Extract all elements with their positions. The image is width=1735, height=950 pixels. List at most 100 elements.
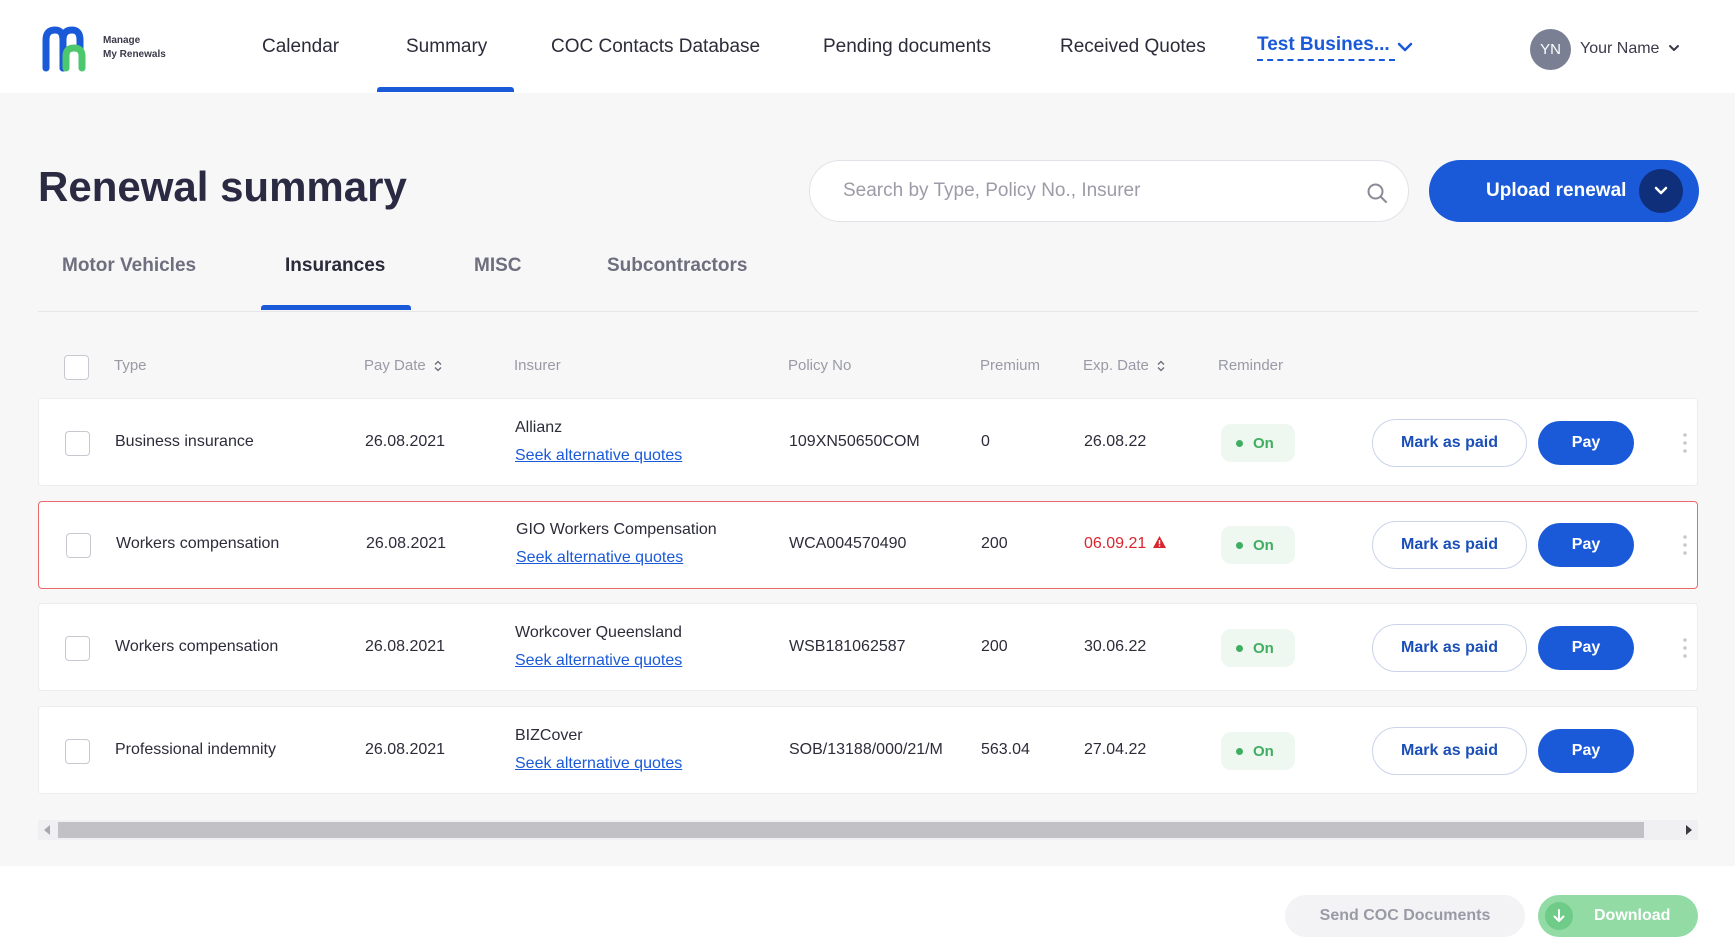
horizontal-scrollbar[interactable] xyxy=(38,820,1698,840)
row-checkbox[interactable] xyxy=(65,636,90,661)
reminder-status-label: On xyxy=(1253,536,1274,554)
seek-alternative-quotes-link[interactable]: Seek alternative quotes xyxy=(516,549,684,566)
search-icon[interactable] xyxy=(1366,182,1388,204)
row-pay-date: 26.08.2021 xyxy=(365,741,446,758)
table-header: Type Pay Date Insurer Policy No Premium … xyxy=(38,352,1698,382)
warning-icon xyxy=(1153,536,1167,548)
status-dot xyxy=(1236,439,1243,447)
row-pay-date: 26.08.2021 xyxy=(365,433,446,450)
user-avatar[interactable]: YN xyxy=(1530,29,1571,70)
row-insurer: BIZCover xyxy=(515,727,583,744)
download-icon xyxy=(1545,902,1573,930)
row-exp-date: 06.09.21 xyxy=(1084,535,1167,553)
row-premium: 200 xyxy=(981,638,1008,655)
row-insurer: GIO Workers Compensation xyxy=(516,521,717,538)
pay-button[interactable]: Pay xyxy=(1538,729,1634,773)
row-premium: 0 xyxy=(981,433,990,450)
table-row: Professional indemnity 26.08.2021 BIZCov… xyxy=(38,706,1698,794)
column-exp-date-label: Exp. Date xyxy=(1083,357,1149,374)
user-name[interactable]: Your Name xyxy=(1580,40,1660,57)
more-options-icon[interactable] xyxy=(1682,534,1688,556)
sort-icon[interactable] xyxy=(1157,360,1165,372)
row-pay-date: 26.08.2021 xyxy=(366,535,447,552)
pay-button[interactable]: Pay xyxy=(1538,421,1634,465)
column-pay-date-label: Pay Date xyxy=(364,357,426,374)
row-exp-date: 26.08.22 xyxy=(1084,433,1147,450)
scroll-right-arrow-icon[interactable] xyxy=(1686,825,1692,835)
table-row: Business insurance 26.08.2021 Allianz Se… xyxy=(38,398,1698,486)
search-input[interactable] xyxy=(843,161,1343,221)
status-dot xyxy=(1236,541,1243,549)
chevron-down-icon xyxy=(1654,186,1668,195)
row-exp-date: 27.04.22 xyxy=(1084,741,1147,758)
row-premium: 200 xyxy=(981,535,1008,552)
row-checkbox[interactable] xyxy=(66,533,91,558)
send-coc-documents-button[interactable]: Send COC Documents xyxy=(1285,895,1525,937)
row-insurer: Workcover Queensland xyxy=(515,624,682,641)
more-options-icon[interactable] xyxy=(1682,432,1688,454)
nav-active-indicator xyxy=(377,87,514,92)
tab-subcontractors[interactable]: Subcontractors xyxy=(607,255,748,276)
column-exp-date[interactable]: Exp. Date xyxy=(1083,357,1165,374)
column-reminder: Reminder xyxy=(1218,357,1284,374)
table-row: Workers compensation 26.08.2021 GIO Work… xyxy=(38,501,1698,589)
user-chevron-down-icon[interactable] xyxy=(1668,43,1680,53)
reminder-status-badge[interactable]: On xyxy=(1221,629,1295,667)
nav-received-quotes[interactable]: Received Quotes xyxy=(1060,36,1206,57)
tab-misc[interactable]: MISC xyxy=(474,255,522,276)
row-checkbox[interactable] xyxy=(65,739,90,764)
row-type: Business insurance xyxy=(115,433,254,450)
scrollbar-thumb[interactable] xyxy=(58,822,1644,838)
logo-icon xyxy=(42,26,86,72)
column-pay-date[interactable]: Pay Date xyxy=(364,357,442,374)
status-dot xyxy=(1236,644,1243,652)
reminder-status-badge[interactable]: On xyxy=(1221,732,1295,770)
column-premium: Premium xyxy=(980,357,1041,374)
status-dot xyxy=(1236,747,1243,755)
nav-summary[interactable]: Summary xyxy=(406,36,488,57)
reminder-status-badge[interactable]: On xyxy=(1221,424,1295,462)
row-premium: 563.04 xyxy=(981,741,1030,758)
select-all-checkbox[interactable] xyxy=(64,355,89,380)
row-insurer: Allianz xyxy=(515,419,563,436)
nav-pending-documents[interactable]: Pending documents xyxy=(823,36,991,57)
nav-calendar[interactable]: Calendar xyxy=(262,36,340,57)
pay-button[interactable]: Pay xyxy=(1538,523,1634,567)
nav-coc-contacts-database[interactable]: COC Contacts Database xyxy=(551,36,761,57)
arrow-down-icon xyxy=(1553,909,1565,922)
mark-as-paid-button[interactable]: Mark as paid xyxy=(1372,521,1527,569)
reminder-status-badge[interactable]: On xyxy=(1221,526,1295,564)
app-logo[interactable]: Manage My Renewals xyxy=(42,22,182,74)
mark-as-paid-button[interactable]: Mark as paid xyxy=(1372,727,1527,775)
row-type: Workers compensation xyxy=(115,638,279,655)
row-policy-no: SOB/13188/000/21/M xyxy=(789,741,943,758)
reminder-status-label: On xyxy=(1253,742,1274,760)
row-checkbox[interactable] xyxy=(65,431,90,456)
tab-motor-vehicles[interactable]: Motor Vehicles xyxy=(62,255,197,276)
mark-as-paid-button[interactable]: Mark as paid xyxy=(1372,419,1527,467)
column-type: Type xyxy=(114,357,147,374)
seek-alternative-quotes-link[interactable]: Seek alternative quotes xyxy=(515,755,683,772)
upload-dropdown-toggle[interactable] xyxy=(1639,169,1683,213)
row-type: Professional indemnity xyxy=(115,741,276,758)
column-insurer: Insurer xyxy=(514,357,561,374)
mark-as-paid-button[interactable]: Mark as paid xyxy=(1372,624,1527,672)
search-box xyxy=(809,160,1409,222)
scroll-left-arrow-icon[interactable] xyxy=(44,825,50,835)
sort-icon[interactable] xyxy=(434,360,442,372)
seek-alternative-quotes-link[interactable]: Seek alternative quotes xyxy=(515,652,683,669)
business-selector[interactable]: Test Busines... xyxy=(1257,34,1395,61)
download-button[interactable]: Download xyxy=(1538,895,1698,937)
reminder-status-label: On xyxy=(1253,434,1274,452)
seek-alternative-quotes-link[interactable]: Seek alternative quotes xyxy=(515,447,683,464)
reminder-status-label: On xyxy=(1253,639,1274,657)
row-policy-no: WCA004570490 xyxy=(789,535,907,552)
row-type: Workers compensation xyxy=(116,535,280,552)
page-title: Renewal summary xyxy=(38,163,407,210)
chevron-down-icon[interactable] xyxy=(1396,40,1414,54)
pay-button[interactable]: Pay xyxy=(1538,626,1634,670)
more-options-icon[interactable] xyxy=(1682,637,1688,659)
tab-active-indicator xyxy=(261,305,411,310)
tab-insurances[interactable]: Insurances xyxy=(285,255,386,276)
row-exp-date: 30.06.22 xyxy=(1084,638,1147,655)
